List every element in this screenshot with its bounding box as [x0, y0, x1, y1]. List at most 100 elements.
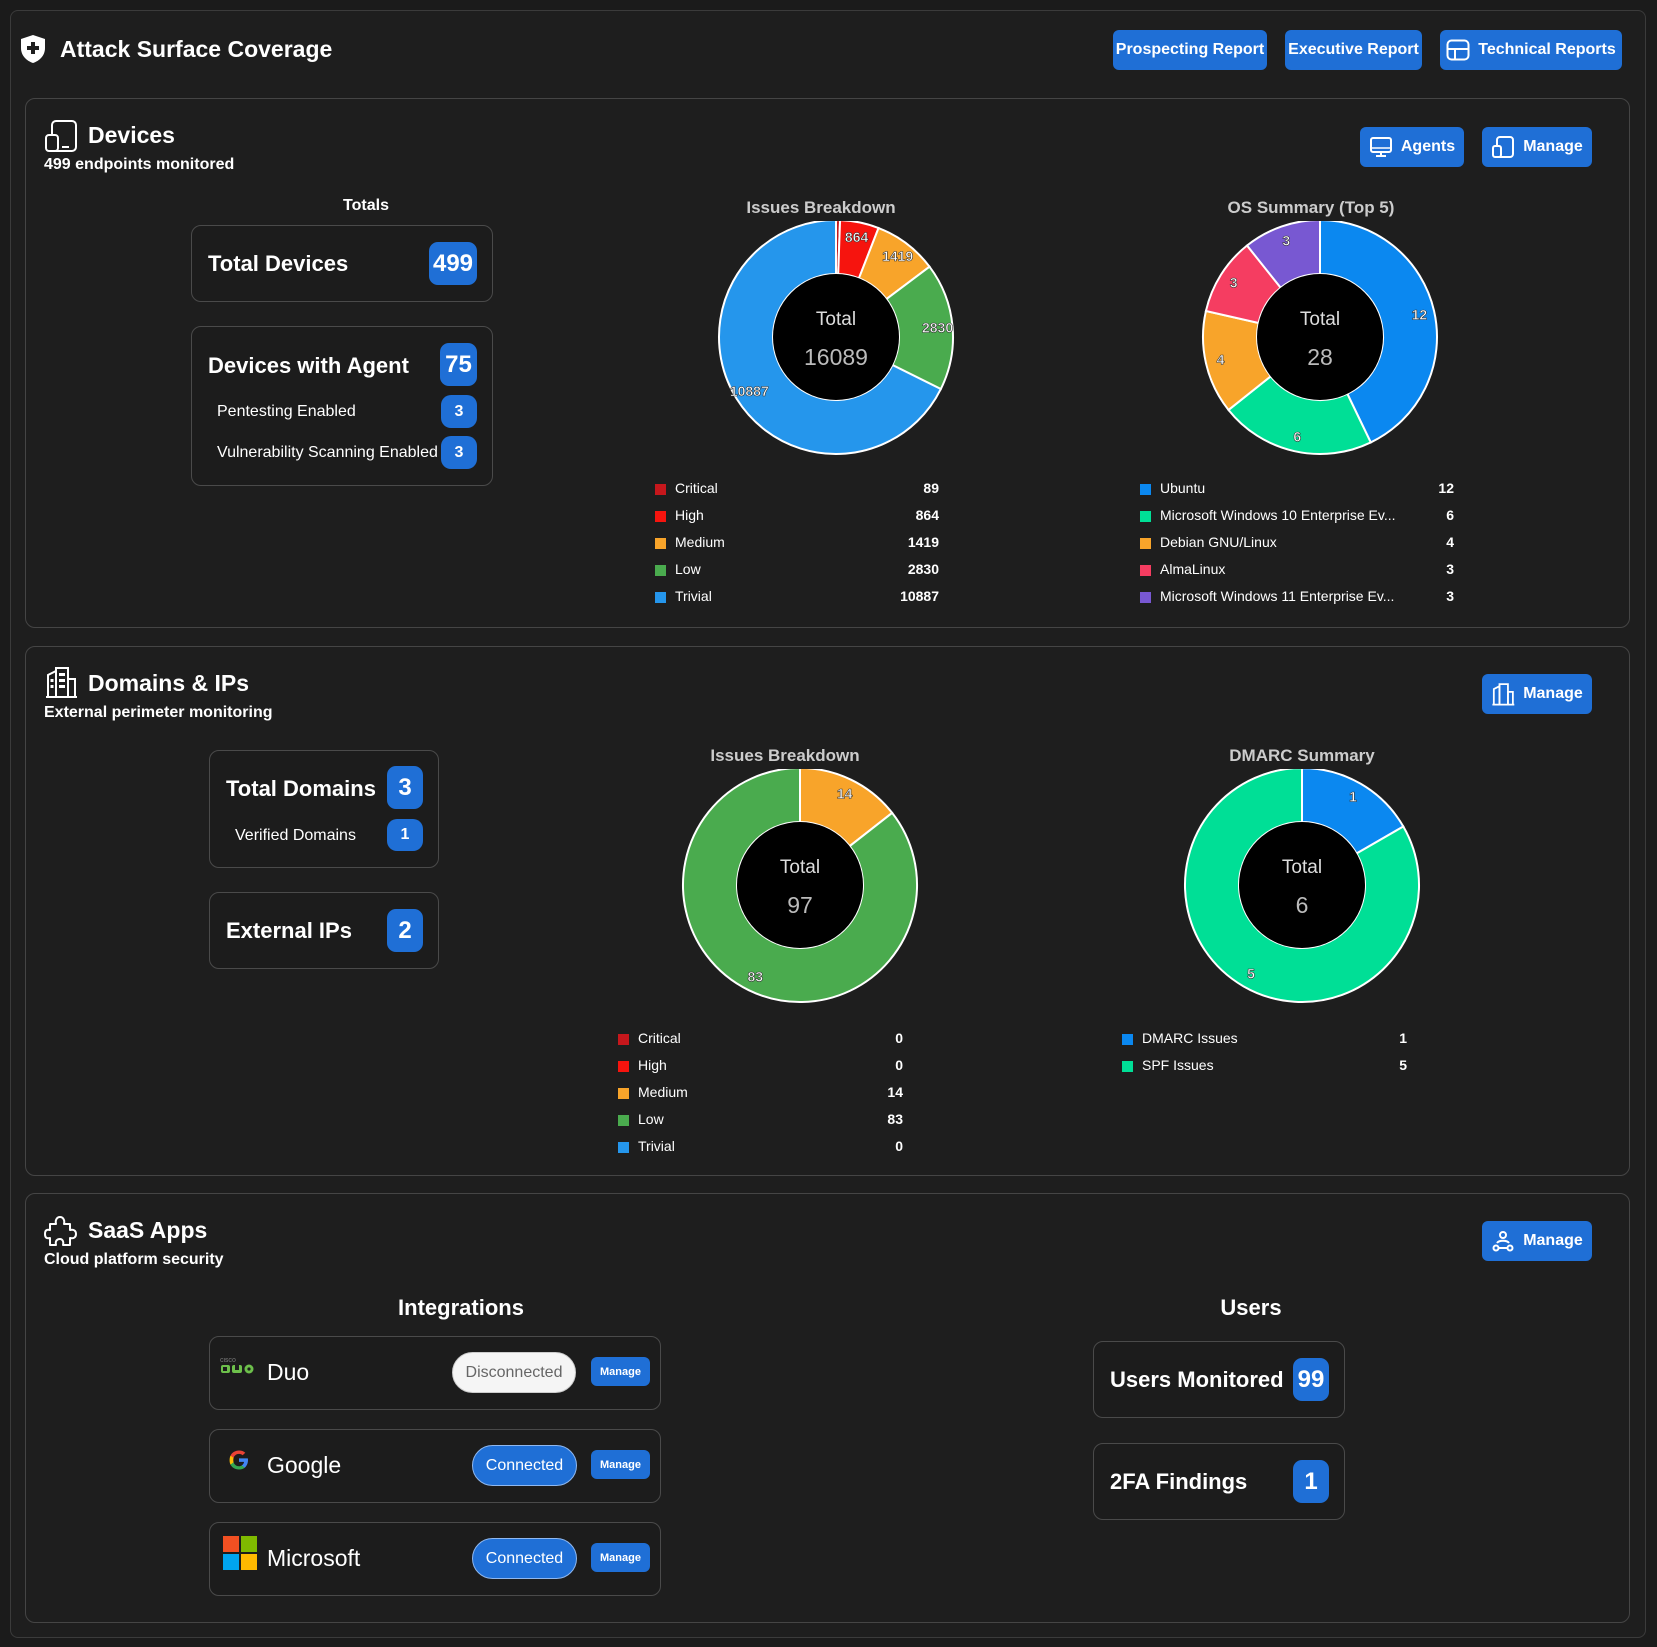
- total-domains-label: Total Domains: [226, 776, 376, 801]
- agents-label: Agents: [1400, 138, 1456, 155]
- pentesting-label: Pentesting Enabled: [217, 403, 356, 420]
- legend-value: 4: [1446, 534, 1454, 550]
- dmarc-summary-total: 6: [1296, 892, 1309, 918]
- domains-subtitle: External perimeter monitoring: [44, 704, 273, 721]
- donut-slice-label: 10887: [730, 383, 769, 399]
- microsoft-manage-button[interactable]: Manage: [591, 1543, 650, 1572]
- saas-manage-button[interactable]: Manage: [1482, 1221, 1592, 1261]
- legend-name: Medium: [675, 534, 725, 550]
- devices-manage-button[interactable]: Manage: [1482, 127, 1592, 167]
- technical-reports-label: Technical Reports: [1478, 41, 1616, 58]
- dmarc-summary-slices: [1184, 769, 1420, 1003]
- donut-slice-label: 2830: [922, 320, 953, 336]
- pentesting-badge: 3: [441, 395, 477, 428]
- legend-row: Trivial 0: [618, 1138, 903, 1156]
- legend-name: Low: [675, 561, 701, 577]
- os-summary-legend: Ubuntu 12 Microsoft Windows 10 Enterprise …: [1140, 480, 1454, 610]
- legend-name: Microsoft Windows 11 Enterprise Ev...: [1160, 588, 1395, 604]
- legend-swatch: [1140, 511, 1151, 522]
- legend-name: Critical: [638, 1030, 681, 1046]
- agents-button[interactable]: Agents: [1360, 127, 1464, 167]
- devices-issues-chart: 864 1419 2830 10887 Total 16089: [718, 221, 954, 455]
- dmarc-summary-center-label: Total: [1282, 857, 1322, 878]
- legend-swatch: [618, 1088, 629, 1099]
- legend-name: Critical: [675, 480, 718, 496]
- legend-swatch: [655, 538, 666, 549]
- users-heading: Users: [1220, 1295, 1282, 1320]
- saas-title: SaaS Apps: [88, 1217, 208, 1243]
- donut-slice-label: 12: [1412, 306, 1428, 322]
- legend-value: 6: [1446, 507, 1454, 523]
- legend-value: 12: [1438, 480, 1454, 496]
- domains-title: Domains & IPs: [88, 670, 250, 696]
- legend-row: Microsoft Windows 10 Enterprise Ev... 6: [1140, 507, 1454, 525]
- legend-value: 2830: [907, 561, 939, 577]
- dmarc-summary-legend: DMARC Issues 1 SPF Issues 5: [1122, 1030, 1407, 1080]
- devices-issues-total: 16089: [804, 344, 868, 370]
- donut-slice-label: 3: [1230, 275, 1238, 291]
- domains-manage-label: Manage: [1523, 685, 1583, 702]
- users-monitored-card: Users Monitored 99: [1093, 1341, 1345, 1418]
- devices-issues-title: Issues Breakdown: [746, 198, 896, 217]
- puzzle-icon: [44, 1216, 77, 1246]
- legend-name: Debian GNU/Linux: [1160, 534, 1277, 550]
- verified-domains-badge: 1: [387, 819, 423, 851]
- devices-section: Devices 499 endpoints monitored Agents M…: [25, 98, 1630, 628]
- devices-icon: [1492, 136, 1515, 158]
- 2fa-findings-card: 2FA Findings 1: [1093, 1443, 1345, 1520]
- legend-row: Medium 14: [618, 1084, 903, 1102]
- totals-heading: Totals: [343, 197, 389, 214]
- donut-slice-label: 6: [1293, 428, 1301, 444]
- legend-name: High: [675, 507, 704, 523]
- legend-value: 14: [887, 1084, 903, 1100]
- donut-hole: [1239, 822, 1365, 948]
- domains-issues-chart: 14 83 Total 97: [682, 769, 918, 1003]
- page-title: Attack Surface Coverage: [60, 36, 333, 62]
- microsoft-name: Microsoft: [267, 1545, 361, 1571]
- duo-status: Disconnected: [452, 1352, 576, 1393]
- devices-icon: [45, 120, 77, 152]
- dmarc-summary-title: DMARC Summary: [1229, 746, 1375, 765]
- saas-section: SaaS Apps Cloud platform security Manage…: [25, 1193, 1630, 1623]
- external-ips-card: External IPs 2: [209, 892, 439, 969]
- devices-with-agent-card: Devices with Agent 75 Pentesting Enabled…: [191, 326, 493, 486]
- legend-name: AlmaLinux: [1160, 561, 1226, 577]
- legend-swatch: [655, 484, 666, 495]
- legend-name: Microsoft Windows 10 Enterprise Ev...: [1160, 507, 1396, 523]
- prospecting-report-button[interactable]: Prospecting Report: [1113, 30, 1267, 70]
- legend-name: Low: [638, 1111, 664, 1127]
- duo-manage-button[interactable]: Manage: [591, 1357, 650, 1386]
- devices-issues-slices: [718, 221, 954, 455]
- devices-with-agent-label: Devices with Agent: [208, 353, 409, 378]
- donut-slice-label: 1: [1349, 789, 1357, 805]
- os-summary-total: 28: [1307, 344, 1333, 370]
- microsoft-status: Connected: [472, 1538, 577, 1579]
- legend-row: High 864: [655, 507, 939, 525]
- total-domains-card: Total Domains 3 Verified Domains 1: [209, 750, 439, 868]
- legend-row: High 0: [618, 1057, 903, 1075]
- domains-manage-button[interactable]: Manage: [1482, 674, 1592, 714]
- executive-report-button[interactable]: Executive Report: [1285, 30, 1422, 70]
- google-integration-card: Google Connected Manage: [209, 1429, 661, 1503]
- duo-integration-card: CISCO Duo Disconnected Manage: [209, 1336, 661, 1410]
- duo-logo: CISCO: [220, 1358, 254, 1374]
- legend-value: 0: [895, 1030, 903, 1046]
- shield-icon: [21, 35, 45, 63]
- legend-name: Medium: [638, 1084, 688, 1100]
- executive-report-label: Executive Report: [1288, 41, 1419, 58]
- legend-value: 1419: [907, 534, 939, 550]
- domains-issues-center-label: Total: [780, 857, 820, 878]
- donut-slice-label: 83: [748, 969, 764, 985]
- microsoft-integration-card: Microsoft Connected Manage: [209, 1522, 661, 1596]
- legend-name: Trivial: [638, 1138, 675, 1154]
- dmarc-summary-labels: 15: [1247, 788, 1358, 981]
- verified-domains-label: Verified Domains: [235, 827, 356, 844]
- legend-name: DMARC Issues: [1142, 1030, 1238, 1046]
- 2fa-findings-badge: 1: [1293, 1460, 1329, 1503]
- legend-value: 1: [1399, 1030, 1407, 1046]
- legend-name: High: [638, 1057, 667, 1073]
- google-manage-button[interactable]: Manage: [591, 1450, 650, 1479]
- legend-swatch: [618, 1061, 629, 1072]
- legend-row: AlmaLinux 3: [1140, 561, 1454, 579]
- technical-reports-button[interactable]: Technical Reports: [1440, 30, 1622, 70]
